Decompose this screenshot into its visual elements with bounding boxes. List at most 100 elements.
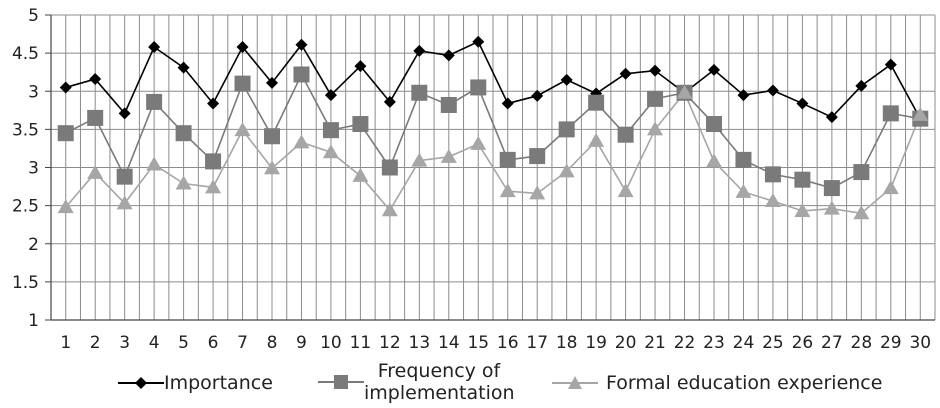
x-tick-label: 1 (60, 333, 71, 353)
diamond-point (266, 76, 278, 89)
x-tick-label: 13 (409, 333, 431, 353)
triangle-point (146, 156, 163, 171)
y-tick-label: 3.5 (12, 120, 39, 140)
square-point (57, 125, 74, 142)
x-tick-label: 8 (267, 333, 278, 353)
diamond-point (295, 38, 308, 51)
triangle-point (381, 202, 398, 217)
diamond-point (501, 97, 514, 110)
x-tick-label: 28 (851, 333, 873, 353)
diamond-point (59, 81, 72, 94)
square-point (146, 93, 163, 110)
diamond-point (413, 44, 426, 57)
square-point (352, 116, 369, 133)
diamond-point (383, 95, 396, 108)
square-point (588, 94, 605, 111)
triangle-point (470, 135, 487, 150)
triangle-point (205, 179, 222, 194)
grid-lines (50, 14, 936, 321)
x-tick-label: 6 (208, 333, 219, 353)
diamond-point (148, 41, 161, 54)
triangle-marker-icon (552, 376, 598, 389)
triangle-point (647, 121, 664, 136)
y-tick-label: 1 (28, 311, 39, 331)
legend-label-importance: Importance (164, 372, 273, 394)
x-tick-label: 14 (438, 333, 460, 353)
legend-item-importance: Importance (118, 372, 273, 394)
x-tick-label: 29 (880, 333, 902, 353)
diamond-point (796, 97, 809, 110)
diamond-marker-icon (118, 377, 164, 389)
triangle-point (87, 164, 104, 179)
y-tick-label: 3 (28, 159, 39, 179)
square-point (558, 121, 575, 138)
x-tick-label: 30 (909, 333, 931, 353)
triangle-point (735, 183, 752, 198)
square-point (440, 96, 457, 113)
x-tick-label: 25 (762, 333, 784, 353)
x-tick-label: 11 (350, 333, 372, 353)
square-point (381, 159, 398, 176)
triangle-point (293, 134, 310, 149)
diamond-point (649, 64, 662, 77)
diamond-point (442, 49, 455, 62)
triangle-point (706, 153, 722, 168)
x-tick-label: 3 (119, 333, 130, 353)
square-point (205, 153, 222, 170)
triangle-point (440, 148, 457, 163)
triangle-point (676, 84, 693, 99)
x-tick-label: 15 (467, 333, 489, 353)
triangle-point (912, 106, 929, 121)
legend-label-formal-education: Formal education experience (606, 372, 883, 394)
x-tick-label: 12 (379, 333, 401, 353)
diamond-point (737, 89, 750, 102)
square-point (617, 126, 634, 143)
axes (45, 14, 935, 321)
diamond-point (118, 107, 131, 120)
triangle-point (264, 160, 280, 175)
square-point (175, 125, 192, 142)
triangle-point (588, 132, 605, 147)
square-point (264, 128, 280, 145)
diamond-point (354, 60, 367, 73)
x-tick-label: 26 (792, 333, 814, 353)
diamond-point (825, 111, 838, 124)
y-tick-label: 2.5 (12, 197, 39, 217)
diamond-point (560, 73, 573, 86)
x-tick-label: 18 (556, 333, 578, 353)
square-point (87, 109, 104, 126)
square-point (647, 90, 664, 107)
x-tick-label: 19 (585, 333, 607, 353)
diamond-point (324, 89, 337, 102)
triangle-point (529, 185, 546, 200)
square-marker-icon (318, 375, 364, 389)
triangle-point (853, 205, 870, 220)
triangle-point (764, 193, 781, 208)
diamond-point (207, 97, 220, 110)
diamond-point (177, 61, 190, 74)
y-tick-label: 1.5 (12, 273, 39, 293)
x-tick-label: 27 (821, 333, 843, 353)
triangle-point (558, 163, 575, 178)
square-point (411, 84, 428, 101)
square-point (322, 122, 339, 139)
x-tick-label: 21 (644, 333, 666, 353)
diamond-point (472, 35, 485, 48)
series-markers (57, 35, 929, 220)
triangle-point (499, 183, 516, 198)
diamond-point (855, 79, 868, 92)
square-point (882, 105, 899, 122)
x-tick-label: 24 (733, 333, 755, 353)
x-tick-label: 2 (90, 333, 101, 353)
square-point (116, 168, 133, 185)
x-tick-label: 22 (674, 333, 696, 353)
line-chart: 11.522.533.534.551 2 3 4 5 6 7 8 9 10 11 12 13 14 15 16… (12, 6, 936, 353)
y-tick-label: 4.5 (12, 44, 39, 64)
triangle-point (322, 144, 339, 159)
y-tick-label: 2 (28, 235, 39, 255)
triangle-point (794, 202, 811, 217)
square-point (853, 164, 870, 181)
diamond-point (884, 58, 897, 71)
square-point (823, 180, 840, 197)
x-tick-label: 17 (526, 333, 548, 353)
